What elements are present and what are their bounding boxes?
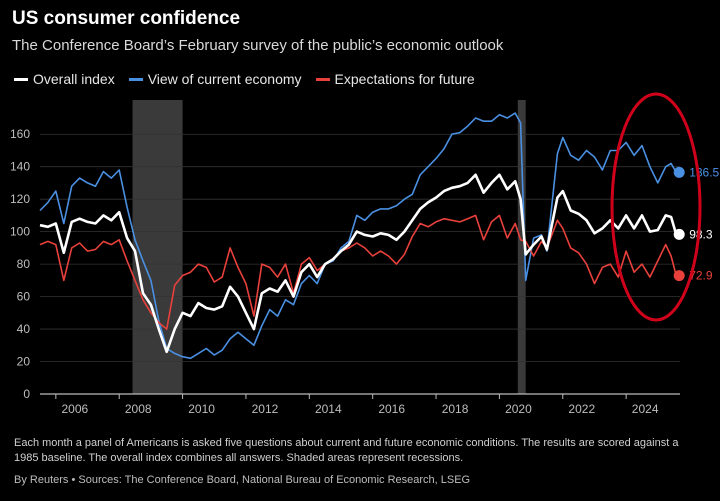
x-tick-label: 2012	[252, 402, 279, 416]
chart-title: US consumer confidence	[12, 8, 241, 29]
legend-swatch-expectations	[315, 77, 330, 81]
legend-swatch-current	[128, 77, 143, 81]
source-credit: By Reuters • Sources: The Conference Boa…	[14, 474, 471, 486]
series-line-expectations	[39, 214, 677, 330]
recession-band-1	[517, 100, 526, 394]
x-tick-label: 2022	[568, 402, 595, 416]
end-marker-overall	[673, 228, 685, 240]
legend-item-overall: Overall index	[14, 71, 115, 87]
y-tick-label: 80	[17, 257, 31, 271]
x-tick-label: 2008	[125, 402, 152, 416]
x-tick-label: 2020	[505, 402, 532, 416]
end-label-current: 136.5	[689, 165, 719, 179]
series-line-overall	[39, 173, 678, 354]
line-chart: 0 20 40 60 80 100 120 140 160 2006 2008 2010 2012 201…	[10, 92, 720, 416]
chart-subtitle: The Conference Board’s February survey o…	[12, 37, 504, 54]
legend-item-current: View of current economy	[128, 71, 302, 87]
end-marker-current	[673, 166, 685, 178]
end-label-overall: 98.3	[689, 227, 713, 241]
x-tick-label: 2024	[632, 402, 659, 416]
end-marker-expectations	[673, 270, 685, 282]
recession-band-0	[132, 100, 183, 394]
legend-item-expectations: Expectations for future	[315, 71, 475, 87]
y-tick-label: 160	[10, 127, 30, 141]
legend-label-expectations: Expectations for future	[334, 71, 475, 87]
legend-label-current: View of current economy	[147, 71, 302, 87]
highlight-ellipse	[610, 92, 702, 322]
y-tick-label: 140	[10, 160, 30, 174]
legend-swatch-overall	[14, 77, 28, 81]
x-tick-label: 2018	[442, 402, 469, 416]
x-tick-label: 2010	[188, 402, 215, 416]
footnote: Each month a panel of Americans is asked…	[14, 437, 679, 464]
end-label-expectations: 72.9	[689, 269, 713, 283]
x-tick-label: 2014	[315, 402, 342, 416]
y-tick-label: 120	[10, 192, 30, 206]
legend: Overall index View of current economy Ex…	[14, 71, 475, 87]
y-tick-label: 100	[10, 225, 30, 239]
y-tick-label: 60	[17, 290, 31, 304]
y-tick-label: 40	[17, 322, 31, 336]
legend-label-overall: Overall index	[33, 71, 115, 87]
y-tick-label: 20	[17, 355, 31, 369]
x-tick-label: 2006	[61, 402, 88, 416]
x-tick-label: 2016	[378, 402, 405, 416]
series-line-current	[39, 112, 677, 360]
y-tick-label: 0	[23, 387, 30, 401]
